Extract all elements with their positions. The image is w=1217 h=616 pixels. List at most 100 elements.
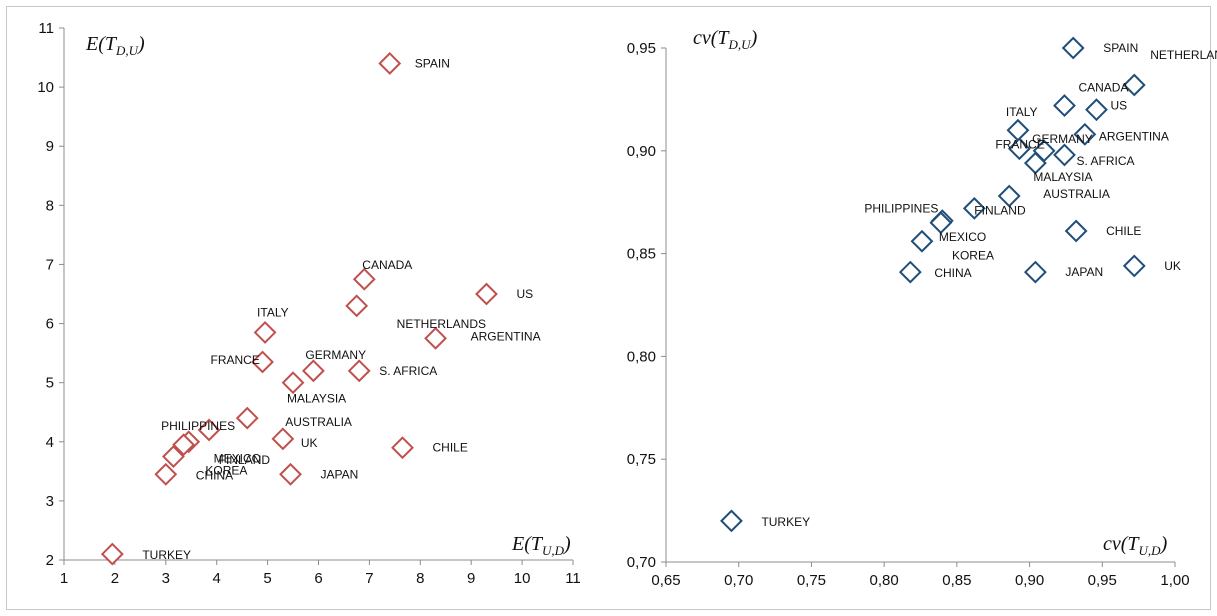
y-tick-label: 3 xyxy=(46,493,54,510)
point-marker-japan xyxy=(279,462,302,486)
point-marker-argentina xyxy=(1073,122,1097,146)
point-marker-canada xyxy=(352,267,376,291)
point-marker-australia xyxy=(235,406,259,430)
point-marker-china xyxy=(898,260,922,284)
chart-2: 0,65 0,70 0,75 0,80 0,85 0,90 0,95 1,000,700,75… xyxy=(627,27,1217,589)
figure-frame xyxy=(6,6,1211,610)
point-marker-chile xyxy=(1064,219,1088,243)
point-marker-turkey xyxy=(720,509,743,533)
point-label-turkey: TURKEY xyxy=(142,548,191,562)
y-tick-label: 2 xyxy=(46,552,54,569)
x-tick-label: 4 xyxy=(213,570,221,587)
point-marker-korea xyxy=(910,229,934,253)
x-tick-label: 0,80 xyxy=(870,572,899,589)
point-marker-s-africa xyxy=(347,359,371,383)
x-tick-label: 0,85 xyxy=(942,572,971,589)
y-tick-label: 8 xyxy=(46,197,54,214)
point-marker-spain xyxy=(1061,36,1085,60)
point-marker-mexico xyxy=(172,433,196,457)
x-axis-title: cv(TU,D) xyxy=(1103,533,1168,558)
point-label-korea: KOREA xyxy=(952,248,994,262)
y-tick-label: 0,70 xyxy=(627,554,656,571)
point-label-canada: CANADA xyxy=(362,258,412,272)
point-label-chile: CHILE xyxy=(1106,224,1141,238)
point-label-us: US xyxy=(516,287,533,301)
x-tick-label: 0,70 xyxy=(724,572,753,589)
point-marker-s-africa xyxy=(1053,143,1076,167)
point-marker-france xyxy=(251,350,274,374)
point-marker-australia xyxy=(997,184,1021,208)
y-axis-title: cv(TD,U) xyxy=(693,27,758,52)
point-label-japan: JAPAN xyxy=(321,467,359,481)
point-marker-uk xyxy=(271,427,295,451)
point-label-australia: AUSTRALIA xyxy=(285,415,352,429)
point-marker-argentina xyxy=(424,326,447,350)
point-label-philippines: PHILIPPINES xyxy=(864,202,938,216)
point-label-finland: FINLAND xyxy=(974,203,1026,217)
x-tick-label: 1 xyxy=(60,570,68,587)
point-label-s-africa: S. AFRICA xyxy=(379,364,437,378)
point-label-japan: JAPAN xyxy=(1065,265,1103,279)
point-label-spain: SPAIN xyxy=(1103,41,1138,55)
point-marker-malaysia xyxy=(1023,151,1047,175)
x-tick-label: 0,95 xyxy=(1088,572,1117,589)
x-tick-label: 0,65 xyxy=(651,572,680,589)
point-marker-mexico xyxy=(929,211,953,235)
point-marker-germany xyxy=(301,359,325,383)
point-label-mexico: MEXICO xyxy=(939,230,986,244)
point-marker-us xyxy=(475,282,498,306)
point-label-mexico: MEXICO xyxy=(214,452,261,466)
y-tick-label: 6 xyxy=(46,316,54,333)
x-tick-label: 1,00 xyxy=(1160,572,1189,589)
y-axis-title: E(TD,U) xyxy=(85,33,145,58)
y-tick-label: 0,95 xyxy=(627,40,656,57)
point-marker-netherlands xyxy=(1122,73,1146,97)
point-marker-us xyxy=(1085,98,1108,122)
point-label-argentina: ARGENTINA xyxy=(1099,129,1169,143)
point-marker-uk xyxy=(1122,254,1146,278)
point-label-malaysia: MALAYSIA xyxy=(287,392,346,406)
point-label-s-africa: S. AFRICA xyxy=(1076,154,1134,168)
x-tick-label: 2 xyxy=(111,570,119,587)
point-marker-philippines xyxy=(197,418,221,442)
point-label-netherlands: NETHERLANDS xyxy=(1150,48,1217,62)
x-tick-label: 0,75 xyxy=(797,572,826,589)
point-label-chile: CHILE xyxy=(432,441,467,455)
x-tick-label: 9 xyxy=(467,570,475,587)
point-label-france: FRANCE xyxy=(211,353,260,367)
point-marker-japan xyxy=(1023,260,1047,284)
y-tick-label: 0,75 xyxy=(627,451,656,468)
y-tick-label: 9 xyxy=(46,138,54,155)
point-label-korea: KOREA xyxy=(205,464,247,478)
point-label-turkey: TURKEY xyxy=(761,515,810,529)
point-label-germany: GERMANY xyxy=(305,348,366,362)
y-tick-label: 0,90 xyxy=(627,143,656,160)
y-tick-label: 0,85 xyxy=(627,246,656,263)
point-marker-korea xyxy=(162,445,185,468)
y-tick-label: 11 xyxy=(38,20,54,37)
y-tick-label: 10 xyxy=(37,79,54,96)
point-label-italy: ITALY xyxy=(1006,105,1038,119)
point-marker-finland xyxy=(962,196,986,220)
point-label-france: FRANCE xyxy=(995,138,1044,152)
y-tick-label: 0,80 xyxy=(627,348,656,365)
point-marker-spain xyxy=(378,52,402,75)
point-label-uk: UK xyxy=(1164,259,1181,273)
point-marker-netherlands xyxy=(345,294,369,318)
x-tick-label: 10 xyxy=(514,570,531,587)
x-tick-label: 8 xyxy=(416,570,424,587)
point-label-spain: SPAIN xyxy=(415,56,450,70)
point-marker-chile xyxy=(391,436,414,460)
point-label-finland: FINLAND xyxy=(219,453,271,467)
point-label-argentina: ARGENTINA xyxy=(471,329,541,343)
x-tick-label: 11 xyxy=(565,570,581,587)
x-tick-label: 6 xyxy=(314,570,322,587)
point-label-china: CHINA xyxy=(196,468,233,482)
point-label-uk: UK xyxy=(301,436,318,450)
x-tick-label: 5 xyxy=(263,570,271,587)
point-marker-france xyxy=(1007,137,1031,161)
point-marker-china xyxy=(154,462,178,486)
point-label-canada: CANADA xyxy=(1078,81,1128,95)
